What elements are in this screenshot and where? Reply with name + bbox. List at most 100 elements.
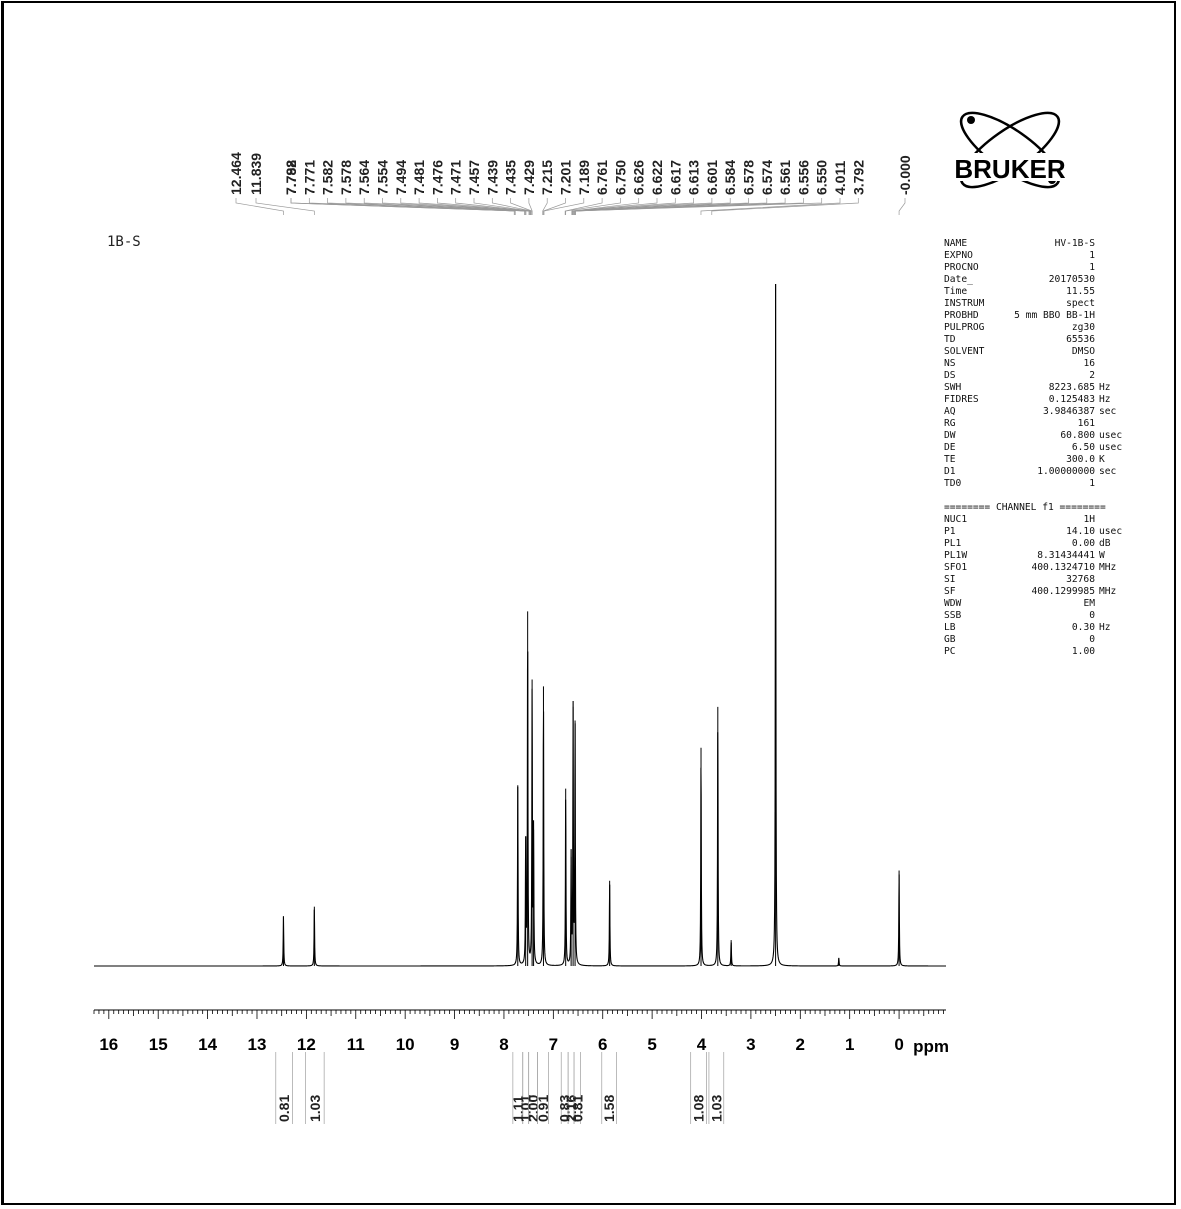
sample-title: 1B-S — [107, 234, 141, 250]
param-row: DS 2 — [944, 370, 1124, 382]
x-tick-label: 12 — [297, 1035, 316, 1054]
logo-dot — [967, 116, 975, 124]
peak-label-7: 7.564 — [356, 160, 526, 215]
param-unit — [1095, 310, 1099, 322]
param-value: 5 mm BBO BB-1H — [1014, 310, 1095, 321]
integral-value: 1.03 — [708, 1095, 724, 1122]
peak-label-text: 6.550 — [814, 160, 830, 195]
param-name: DS — [944, 370, 956, 381]
param-value: 65536 — [1066, 334, 1095, 345]
channel-header: ======== CHANNEL f1 ======== — [944, 502, 1106, 513]
logo-backdrop — [948, 153, 1072, 181]
x-tick-label: 5 — [647, 1035, 656, 1054]
param-unit: usec — [1099, 442, 1123, 453]
peak-label-6: 7.578 — [338, 160, 526, 215]
param-value: 400.1299985 — [1031, 586, 1095, 597]
peak-label-26: 6.601 — [572, 160, 720, 215]
peak-label-35: -0.000 — [897, 155, 913, 215]
param-name: Date_ — [944, 274, 973, 285]
integral-value: 0.83 — [557, 1095, 573, 1122]
param-name: DW — [944, 430, 956, 441]
integral-value: 1.11 — [510, 1095, 526, 1122]
param-value: 20170530 — [1048, 274, 1095, 285]
peak-label-connector — [235, 198, 284, 215]
peak-label-text: 7.481 — [411, 160, 427, 195]
peak-label-text: 6.584 — [722, 160, 738, 195]
param-row: SOLVENT DMSO — [944, 346, 1124, 358]
param-name: SI — [944, 574, 956, 585]
peak-label-text: 7.554 — [375, 160, 391, 195]
param-unit — [1095, 334, 1099, 346]
peak-label-18: 7.201 — [543, 160, 574, 215]
param-row: NUC1 1H — [944, 514, 1124, 526]
integral-value: 1.58 — [601, 1095, 617, 1122]
param-row: Date_ 20170530 — [944, 274, 1124, 286]
param-unit: usec — [1099, 430, 1123, 441]
peak-label-text: 6.622 — [649, 160, 665, 195]
peak-label-33: 4.011 — [700, 161, 848, 215]
param-name: SFO1 — [944, 562, 968, 573]
param-unit: MHz — [1099, 562, 1117, 573]
peak-label-20: 6.761 — [564, 160, 610, 215]
param-value: 1 — [1089, 262, 1095, 273]
peak-label-text: 7.215 — [539, 160, 555, 195]
peak-label-text: 7.582 — [320, 160, 336, 195]
x-tick-label: 4 — [697, 1035, 707, 1054]
peak-label-text: 7.435 — [503, 160, 519, 195]
param-row: NS 16 — [944, 358, 1124, 370]
param-row: FIDRES 0.125483 Hz — [944, 394, 1124, 406]
x-tick-label: 8 — [499, 1035, 508, 1054]
peak-label-connector — [382, 198, 527, 215]
param-value: 0.00 — [1071, 538, 1095, 549]
peak-label-text: 4.011 — [832, 161, 848, 195]
param-row: SSB 0 — [944, 610, 1124, 622]
param-value: 0.125483 — [1048, 394, 1095, 405]
peak-label-connector — [473, 198, 532, 215]
peak-label-connector — [528, 198, 533, 215]
param-row: AQ 3.9846387 sec — [944, 406, 1124, 418]
peak-label-3: 7.788 — [283, 160, 515, 215]
x-tick-label: 6 — [598, 1035, 607, 1054]
x-tick-label: 2 — [796, 1035, 805, 1054]
param-row: GB 0 — [944, 634, 1124, 646]
peak-label-19: 7.189 — [543, 160, 592, 215]
peak-label-text: 7.429 — [521, 160, 537, 195]
param-name: Time — [944, 286, 968, 297]
peak-label-text: 7.578 — [338, 160, 354, 195]
param-value: 14.10 — [1066, 526, 1095, 537]
param-value: 60.800 — [1060, 430, 1095, 441]
integral-9: 1.58 — [601, 1052, 617, 1124]
param-row: PL1W 8.31434441 W — [944, 550, 1124, 562]
param-value: 11.55 — [1066, 286, 1095, 297]
param-row: PULPROG zg30 — [944, 322, 1124, 334]
param-unit — [1095, 370, 1099, 382]
x-tick-label: 3 — [746, 1035, 755, 1054]
param-unit: sec — [1099, 466, 1117, 477]
param-row: PL1 0.00 dB — [944, 538, 1124, 550]
peak-label-text: 6.761 — [594, 160, 610, 195]
param-row: Time 11.55 — [944, 286, 1124, 298]
peak-label-17: 7.215 — [539, 160, 555, 215]
peak-label-text: -0.000 — [897, 155, 913, 195]
peak-label-text: 6.556 — [795, 160, 811, 195]
param-unit: MHz — [1099, 586, 1117, 597]
param-name: NAME — [944, 238, 968, 249]
peak-label-connector — [400, 198, 530, 215]
param-row: LB 0.30 Hz — [944, 622, 1124, 634]
peak-label-text: 7.476 — [429, 160, 445, 195]
peak-label-text: 6.601 — [704, 160, 720, 195]
param-value: 8223.685 — [1048, 382, 1095, 393]
param-name: LB — [944, 622, 956, 633]
param-row: SF 400.1299985 MHz — [944, 586, 1124, 598]
param-value: 0 — [1089, 634, 1095, 645]
integral-value: 2.00 — [525, 1095, 541, 1122]
integral-value: 0.91 — [535, 1095, 551, 1122]
peak-label-29: 6.574 — [574, 160, 775, 215]
param-value: 1H — [1083, 514, 1095, 525]
param-value: 0.30 — [1071, 622, 1095, 633]
peak-label-connector — [575, 198, 823, 215]
param-name: DE — [944, 442, 956, 453]
param-name: TD0 — [944, 478, 962, 489]
integral-value: 0.81 — [276, 1095, 292, 1122]
